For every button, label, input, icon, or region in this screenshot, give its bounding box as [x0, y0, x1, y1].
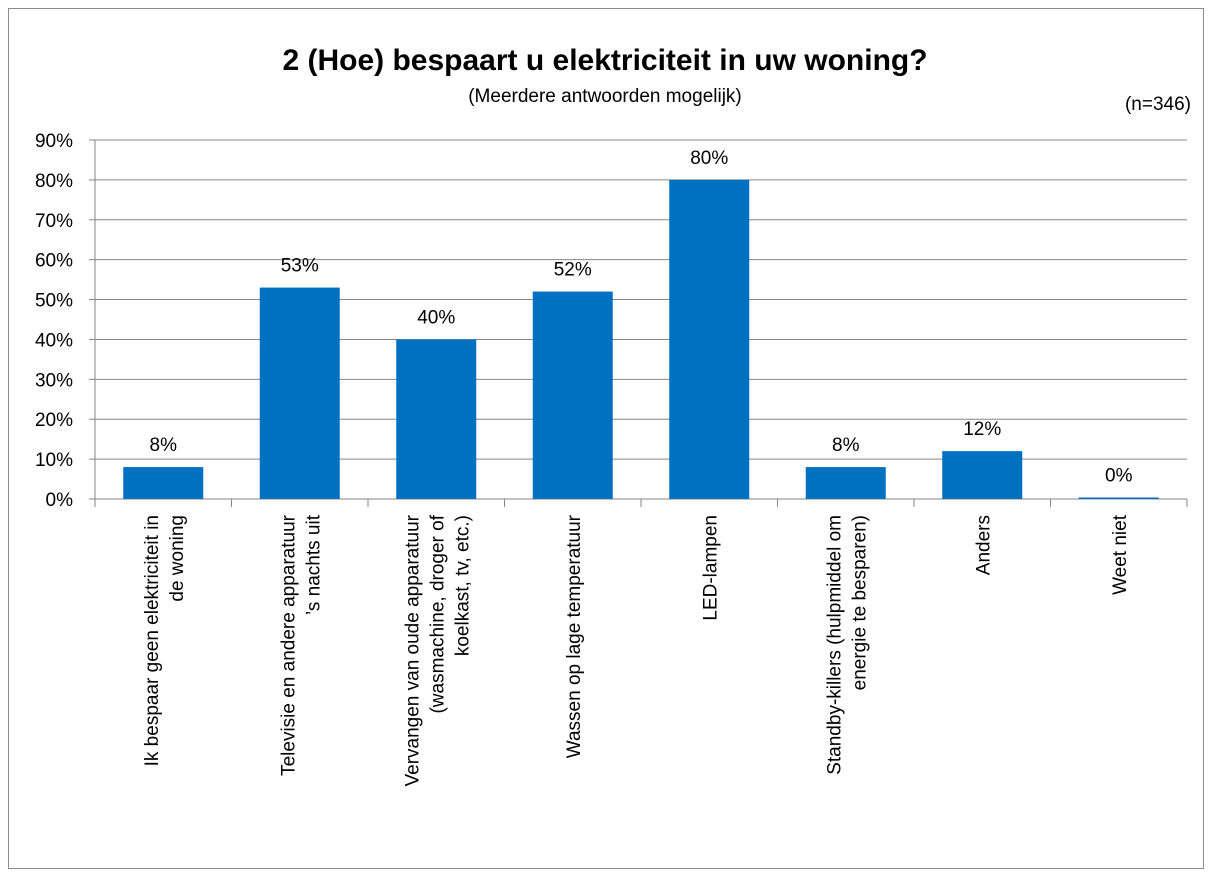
bar-chart: 2 (Hoe) bespaart u elektriciteit in uw w… [35, 44, 1191, 787]
data-label: 53% [281, 256, 319, 277]
category-label: LED-lampen [700, 515, 721, 621]
chart-frame: 2 (Hoe) bespaart u elektriciteit in uw w… [8, 8, 1204, 869]
bar [123, 467, 204, 499]
category-label-line: Anders [973, 515, 994, 575]
y-tick-label: 30% [35, 370, 73, 391]
data-label: 8% [150, 435, 178, 456]
y-tick-label: 20% [35, 410, 73, 431]
y-tick-label: 10% [35, 450, 73, 471]
data-label: 40% [417, 307, 455, 328]
category-label-line: Vervangen van oude apparatuur [402, 514, 423, 786]
category-label-line: (wasmachine, droger of [427, 514, 448, 713]
data-label: 0% [1105, 466, 1133, 487]
category-label-line: ’s nachts uit [303, 514, 324, 615]
category-label-line: LED-lampen [700, 515, 721, 621]
category-label-line: Wassen op lage temperatuur [564, 514, 585, 758]
category-label: Ik bespaar geen elektriciteit in de wonin… [142, 515, 188, 766]
category-label-line: Ik bespaar geen elektriciteit in [142, 515, 163, 766]
bar [805, 467, 886, 499]
data-label: 8% [832, 435, 860, 456]
category-label: Anders [973, 515, 994, 575]
category-label-line: Weet niet [1110, 514, 1131, 595]
category-label-line: koelkast, tv, etc.) [452, 515, 473, 656]
data-label: 80% [690, 148, 728, 169]
chart-title: 2 (Hoe) bespaart u elektriciteit in uw w… [282, 44, 927, 77]
chart-subtitle: (Meerdere antwoorden mogelijk) [468, 86, 742, 107]
bar [1078, 497, 1159, 499]
category-label: Standby-killers (hulpmiddel om energie te… [824, 515, 870, 775]
category-label-line: Standby-killers (hulpmiddel om [824, 515, 845, 775]
bar [396, 339, 477, 499]
bar [259, 287, 340, 499]
category-label-line: de woning [167, 515, 188, 602]
category-label: Vervangen van oude apparatuur (wasmachine… [402, 514, 473, 786]
bar [669, 179, 750, 499]
sample-size-note: (n=346) [1125, 94, 1191, 115]
data-label: 12% [963, 419, 1001, 440]
y-tick-label: 40% [35, 330, 73, 351]
bar [942, 451, 1023, 499]
y-tick-label: 0% [46, 490, 74, 511]
y-tick-label: 80% [35, 171, 73, 192]
category-label: Televisie en andere apparatuur’s nachts … [278, 514, 324, 776]
category-label: Weet niet [1110, 514, 1131, 595]
y-tick-label: 70% [35, 211, 73, 232]
y-tick-label: 60% [35, 251, 73, 272]
category-label-line: energie te besparen) [849, 515, 870, 690]
plot-area: 0% 10% 20% 30% 40% 50% 60% 70% 80% 90% 8% Ik bespaa… [35, 131, 1188, 787]
bar [532, 291, 613, 499]
data-label: 52% [554, 260, 592, 281]
y-tick-label: 50% [35, 291, 73, 312]
category-label: Wassen op lage temperatuur [564, 514, 585, 758]
y-tick-label: 90% [35, 131, 73, 152]
category-label-line: Televisie en andere apparatuur [278, 514, 299, 776]
